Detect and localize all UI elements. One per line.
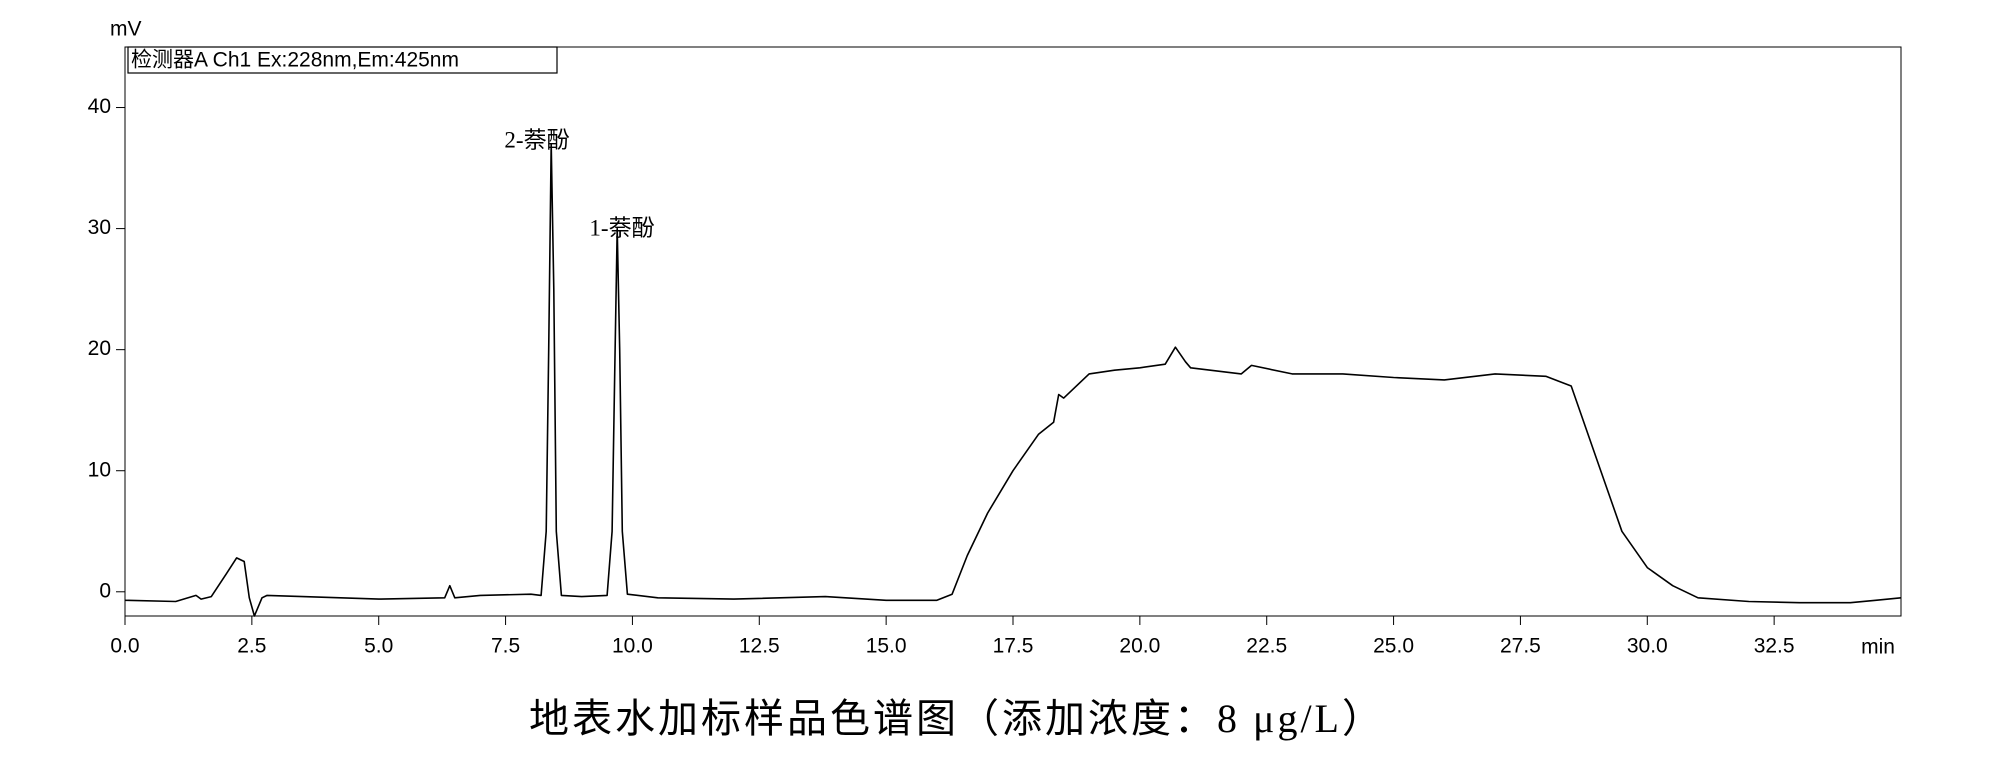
y-tick-label: 40 (88, 95, 111, 118)
x-tick-label: 5.0 (364, 635, 393, 658)
x-tick-label: 30.0 (1627, 635, 1668, 658)
chromatogram-line (124, 143, 1902, 617)
x-tick-label: 10.0 (612, 635, 653, 658)
x-tick-label: 2.5 (237, 635, 266, 658)
y-axis-label: mV (110, 18, 142, 41)
x-tick-label: 0.0 (110, 635, 139, 658)
x-tick-label: 27.5 (1500, 635, 1541, 658)
x-tick-label: 15.0 (866, 635, 907, 658)
plot-frame (124, 46, 1902, 617)
x-tick-label: 32.5 (1754, 635, 1795, 658)
x-tick-label: 22.5 (1246, 635, 1287, 658)
annotation: 1-萘酚 (589, 215, 654, 240)
y-tick-label: 0 (99, 579, 111, 602)
y-tick-label: 30 (88, 216, 111, 239)
x-axis-label: min (1861, 636, 1895, 659)
x-tick-label: 20.0 (1119, 635, 1160, 658)
x-tick-label: 17.5 (993, 635, 1034, 658)
legend-box (127, 46, 558, 74)
caption: 地表水加标样品色谱图（添加浓度：8 μg/L） (529, 696, 1385, 741)
x-tick-label: 7.5 (491, 635, 520, 658)
y-tick-label: 20 (88, 337, 111, 360)
annotation: 2-萘酚 (504, 127, 569, 152)
x-tick-label: 25.0 (1373, 635, 1414, 658)
legend-text: 检测器A Ch1 Ex:228nm,Em:425nm (131, 49, 459, 72)
y-tick-label: 10 (88, 458, 111, 481)
x-tick-label: 12.5 (739, 635, 780, 658)
